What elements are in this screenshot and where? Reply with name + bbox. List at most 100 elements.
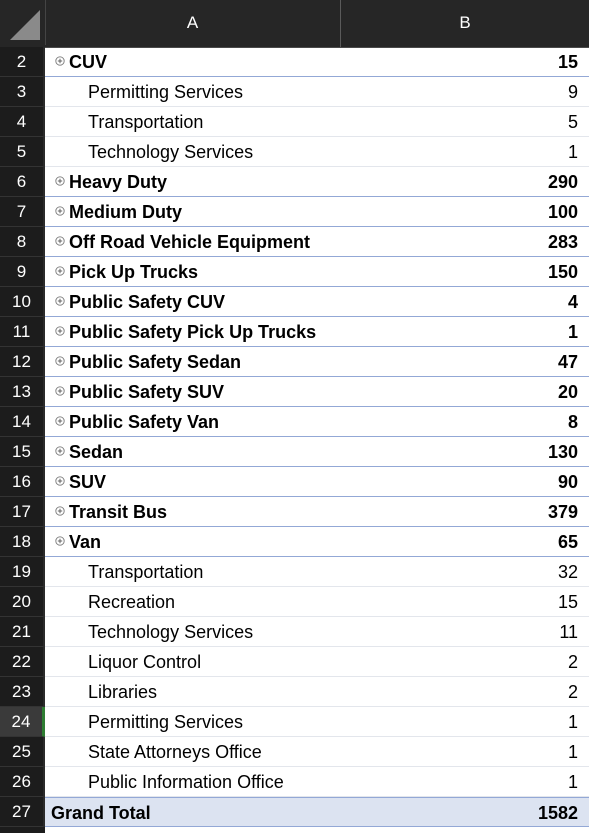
circle-plus-icon[interactable]	[55, 296, 65, 306]
row-number[interactable]: 15	[0, 437, 45, 467]
circle-plus-icon[interactable]	[55, 386, 65, 396]
row-number[interactable]: 11	[0, 317, 45, 347]
row-label-cell[interactable]: CUV	[55, 47, 107, 77]
row-value-cell[interactable]: 290	[548, 167, 578, 197]
row-number[interactable]: 21	[0, 617, 45, 647]
row-number[interactable]: 24	[0, 707, 45, 737]
row-value-cell[interactable]: 32	[558, 557, 578, 587]
table-row[interactable]: 11 Public Safety Pick Up Trucks 1	[0, 317, 589, 347]
row-cells[interactable]: CUV 15	[45, 47, 589, 77]
row-number[interactable]: 2	[0, 47, 45, 77]
row-value-cell[interactable]: 5	[568, 107, 578, 137]
row-cells[interactable]: Sedan 130	[45, 437, 589, 467]
row-number[interactable]: 6	[0, 167, 45, 197]
row-number[interactable]: 14	[0, 407, 45, 437]
row-cells[interactable]: Permitting Services 1	[45, 707, 589, 737]
table-row[interactable]: 19 Transportation 32	[0, 557, 589, 587]
row-value-cell[interactable]: 1	[568, 317, 578, 347]
row-label-cell[interactable]: Transportation	[88, 107, 203, 137]
row-value-cell[interactable]: 1	[568, 137, 578, 167]
row-cells[interactable]: Transportation 32	[45, 557, 589, 587]
row-label-cell[interactable]: Transportation	[88, 557, 203, 587]
table-row[interactable]: 6 Heavy Duty 290	[0, 167, 589, 197]
row-cells[interactable]: Off Road Vehicle Equipment 283	[45, 227, 589, 257]
row-cells[interactable]: Technology Services 1	[45, 137, 589, 167]
row-number[interactable]: 5	[0, 137, 45, 167]
table-row[interactable]: 16 SUV 90	[0, 467, 589, 497]
row-value-cell[interactable]: 1	[568, 707, 578, 737]
circle-plus-icon[interactable]	[55, 506, 65, 516]
row-value-cell[interactable]: 11	[559, 617, 578, 647]
row-value-cell[interactable]: 15	[558, 47, 578, 77]
row-cells[interactable]: Heavy Duty 290	[45, 167, 589, 197]
row-value-cell[interactable]: 8	[568, 407, 578, 437]
row-number[interactable]: 17	[0, 497, 45, 527]
grand-total-row[interactable]: 27 Grand Total 1582	[0, 797, 589, 827]
table-row[interactable]: 7 Medium Duty 100	[0, 197, 589, 227]
table-row[interactable]: 18 Van 65	[0, 527, 589, 557]
row-cells[interactable]: Public Information Office 1	[45, 767, 589, 797]
row-label-cell[interactable]: Technology Services	[88, 617, 253, 647]
row-number[interactable]: 4	[0, 107, 45, 137]
circle-plus-icon[interactable]	[55, 56, 65, 66]
table-row[interactable]: 4 Transportation 5	[0, 107, 589, 137]
row-value-cell[interactable]: 100	[548, 197, 578, 227]
row-cells[interactable]: Transportation 5	[45, 107, 589, 137]
row-cells[interactable]: SUV 90	[45, 467, 589, 497]
row-number[interactable]: 27	[0, 797, 45, 827]
column-header-a[interactable]: A	[45, 0, 341, 47]
row-cells[interactable]: Public Safety Van 8	[45, 407, 589, 437]
row-label-cell[interactable]: Public Safety Sedan	[55, 347, 241, 377]
table-row[interactable]: 5 Technology Services 1	[0, 137, 589, 167]
row-label-cell[interactable]: State Attorneys Office	[88, 737, 262, 767]
table-row[interactable]: 8 Off Road Vehicle Equipment 283	[0, 227, 589, 257]
row-number[interactable]: 20	[0, 587, 45, 617]
row-label-cell[interactable]: Transit Bus	[55, 497, 167, 527]
row-cells[interactable]: Recreation 15	[45, 587, 589, 617]
row-cells[interactable]: Van 65	[45, 527, 589, 557]
row-label-cell[interactable]: Technology Services	[88, 137, 253, 167]
row-number[interactable]: 16	[0, 467, 45, 497]
circle-plus-icon[interactable]	[55, 446, 65, 456]
row-value-cell[interactable]: 1582	[538, 798, 578, 828]
column-header-b[interactable]: B	[341, 0, 589, 47]
table-row[interactable]: 20 Recreation 15	[0, 587, 589, 617]
circle-plus-icon[interactable]	[55, 266, 65, 276]
row-cells[interactable]: Transit Bus 379	[45, 497, 589, 527]
row-value-cell[interactable]: 9	[568, 77, 578, 107]
table-row[interactable]: 14 Public Safety Van 8	[0, 407, 589, 437]
table-row[interactable]: 2 CUV 15	[0, 47, 589, 77]
row-cells[interactable]: Pick Up Trucks 150	[45, 257, 589, 287]
row-cells[interactable]: State Attorneys Office 1	[45, 737, 589, 767]
row-number[interactable]: 13	[0, 377, 45, 407]
table-row[interactable]: 12 Public Safety Sedan 47	[0, 347, 589, 377]
row-number[interactable]: 23	[0, 677, 45, 707]
row-label-cell[interactable]: Van	[55, 527, 101, 557]
table-row[interactable]: 17 Transit Bus 379	[0, 497, 589, 527]
row-cells[interactable]: Public Safety SUV 20	[45, 377, 589, 407]
row-label-cell[interactable]: Grand Total	[51, 798, 151, 828]
row-label-cell[interactable]: Public Safety CUV	[55, 287, 225, 317]
row-number[interactable]: 25	[0, 737, 45, 767]
row-value-cell[interactable]: 20	[558, 377, 578, 407]
row-cells[interactable]: Liquor Control 2	[45, 647, 589, 677]
row-label-cell[interactable]: Liquor Control	[88, 647, 201, 677]
row-value-cell[interactable]: 15	[558, 587, 578, 617]
row-label-cell[interactable]: Libraries	[88, 677, 157, 707]
row-cells[interactable]: Libraries 2	[45, 677, 589, 707]
row-value-cell[interactable]: 130	[548, 437, 578, 467]
row-value-cell[interactable]: 4	[568, 287, 578, 317]
row-value-cell[interactable]: 90	[558, 467, 578, 497]
row-number[interactable]: 22	[0, 647, 45, 677]
table-row[interactable]: 26 Public Information Office 1	[0, 767, 589, 797]
circle-plus-icon[interactable]	[55, 206, 65, 216]
row-value-cell[interactable]: 47	[558, 347, 578, 377]
row-number[interactable]: 10	[0, 287, 45, 317]
table-row[interactable]: 21 Technology Services 11	[0, 617, 589, 647]
table-row[interactable]: 3 Permitting Services 9	[0, 77, 589, 107]
circle-plus-icon[interactable]	[55, 416, 65, 426]
row-label-cell[interactable]: SUV	[55, 467, 106, 497]
row-cells[interactable]: Grand Total 1582	[45, 797, 589, 827]
row-cells[interactable]: Technology Services 11	[45, 617, 589, 647]
row-cells[interactable]: Public Safety CUV 4	[45, 287, 589, 317]
